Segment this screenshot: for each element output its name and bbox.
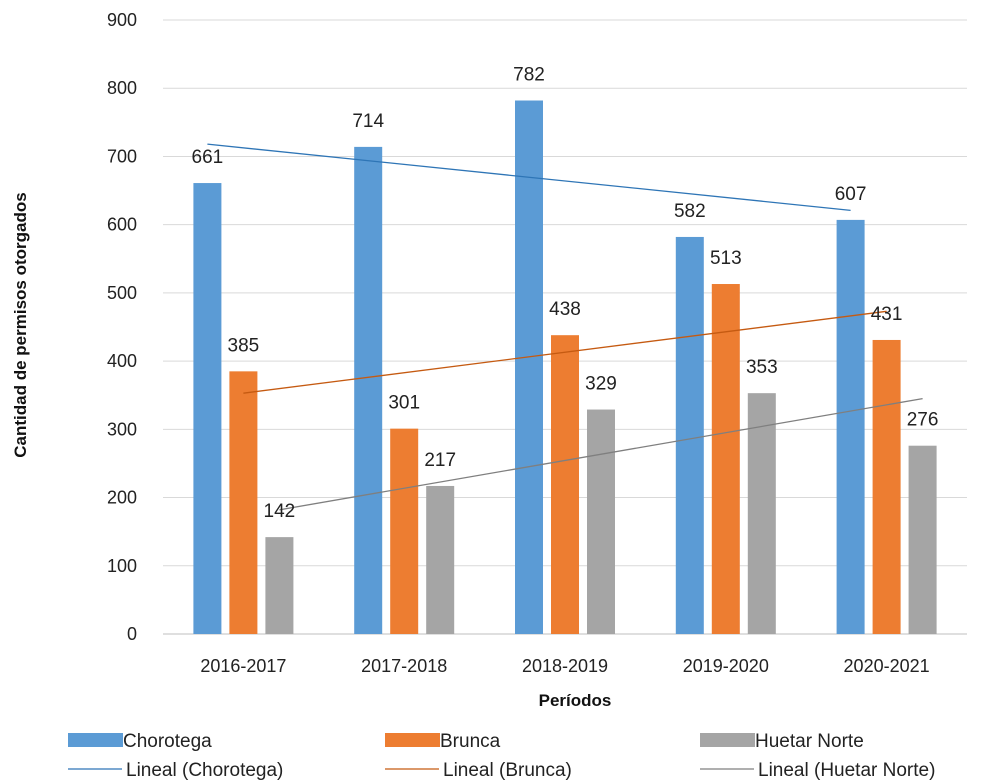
- trendlines: [207, 143, 923, 511]
- y-tick-label: 0: [127, 624, 137, 644]
- y-axis-title: Cantidad de permisos otorgados: [11, 192, 30, 457]
- bar: [675, 236, 704, 635]
- bars: [193, 100, 937, 635]
- bar: [747, 393, 776, 634]
- bar: [265, 537, 294, 634]
- legend-swatch: [700, 733, 755, 747]
- legend-label: Huetar Norte: [755, 731, 864, 752]
- bar: [872, 339, 901, 634]
- bar: [426, 485, 455, 634]
- x-tick-label: 2020-2021: [844, 656, 930, 676]
- x-axis-title: Períodos: [539, 691, 612, 710]
- y-tick-label: 700: [107, 146, 137, 166]
- legend-swatch: [385, 733, 440, 747]
- legend-label: Lineal (Brunca): [443, 760, 572, 781]
- trendline: [243, 310, 887, 394]
- data-labels: 661 714 782 582 607 385 301 438 513 431 142 217 329 3…: [192, 65, 939, 523]
- data-label: 607: [835, 184, 867, 205]
- y-tick-label: 900: [107, 10, 137, 30]
- data-label: 782: [513, 65, 545, 86]
- bar: [908, 445, 937, 634]
- data-label: 714: [352, 111, 384, 132]
- bar: [515, 100, 543, 635]
- x-tick-label: 2019-2020: [683, 656, 769, 676]
- y-tick-label: 400: [107, 351, 137, 371]
- data-label: 661: [192, 147, 224, 168]
- legend-label: Chorotega: [123, 731, 212, 752]
- legend: Chorotega Brunca Huetar Norte Lineal (Choro…: [68, 731, 935, 781]
- x-tick-label: 2017-2018: [361, 656, 447, 676]
- trendline: [207, 143, 851, 211]
- data-label: 513: [710, 248, 742, 269]
- y-tick-label: 300: [107, 419, 137, 439]
- bar: [354, 146, 383, 635]
- y-tick-label: 600: [107, 215, 137, 235]
- y-tick-label: 800: [107, 78, 137, 98]
- bar: [229, 371, 258, 634]
- legend-label: Brunca: [440, 731, 501, 752]
- y-tick-label: 500: [107, 283, 137, 303]
- data-label: 582: [674, 201, 706, 222]
- y-tick-label: 100: [107, 556, 137, 576]
- y-tick-label: 200: [107, 488, 137, 508]
- data-label: 385: [228, 335, 260, 356]
- bar: [193, 183, 222, 634]
- bar: [836, 219, 865, 634]
- trendline: [279, 397, 923, 511]
- data-label: 431: [871, 304, 903, 325]
- bar: [711, 284, 740, 634]
- y-axis-ticks: 0 100 200 300 400 500 600 700 800 900: [107, 10, 137, 644]
- data-label: 301: [388, 393, 420, 414]
- legend-label: Lineal (Chorotega): [126, 760, 283, 781]
- x-axis-ticks: 2016-2017 2017-2018 2018-2019 2019-2020 2020…: [200, 656, 929, 676]
- legend-swatch: [68, 733, 123, 747]
- data-label: 353: [746, 357, 778, 378]
- bar: [551, 335, 579, 634]
- data-label: 217: [424, 450, 456, 471]
- x-tick-label: 2018-2019: [522, 656, 608, 676]
- x-tick-label: 2016-2017: [200, 656, 286, 676]
- bar: [587, 409, 615, 634]
- data-label: 142: [264, 501, 296, 522]
- data-label: 329: [585, 374, 617, 395]
- bar: [390, 428, 419, 634]
- legend-label: Lineal (Huetar Norte): [758, 760, 935, 781]
- data-label: 276: [907, 410, 939, 431]
- data-label: 438: [549, 299, 581, 320]
